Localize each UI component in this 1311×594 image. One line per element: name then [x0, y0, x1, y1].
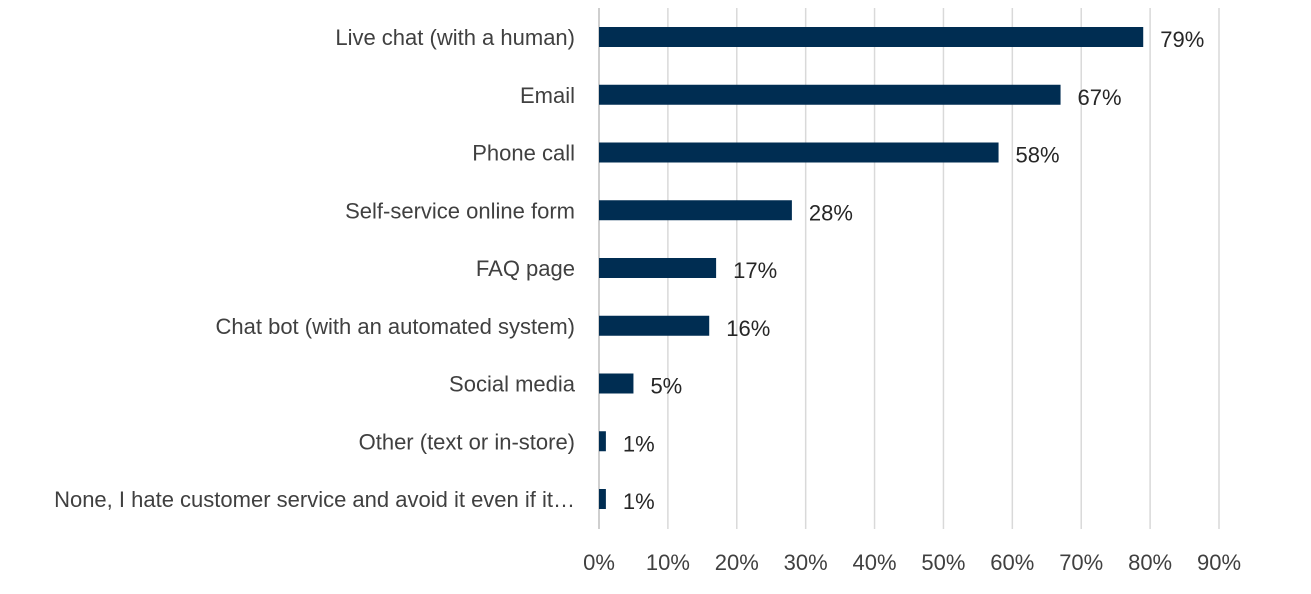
value-label: 67%: [1078, 85, 1122, 110]
value-label: 1%: [623, 431, 655, 456]
value-labels: 79% 67% 58% 28% 17% 16% 5% 1% 1%: [623, 27, 1204, 514]
category-labels: Live chat (with a human) Email Phone call S…: [54, 25, 576, 512]
bar: [599, 489, 606, 509]
bar: [599, 258, 717, 278]
value-label: 16%: [726, 316, 770, 341]
bar: [599, 84, 1061, 105]
category-label: Email: [520, 83, 575, 108]
x-tick-label: 50%: [921, 550, 965, 575]
bar: [599, 315, 710, 336]
bar: [599, 142, 999, 163]
x-tick-label: 10%: [646, 550, 690, 575]
value-label: 58%: [1016, 143, 1060, 168]
value-label: 5%: [650, 374, 682, 399]
bar: [599, 373, 634, 394]
category-label: None, I hate customer service and avoid …: [54, 487, 575, 512]
x-tick-label: 20%: [715, 550, 759, 575]
x-tick-label: 70%: [1059, 550, 1103, 575]
x-tick-label: 60%: [990, 550, 1034, 575]
value-label: 17%: [733, 258, 777, 283]
category-label: Phone call: [472, 141, 575, 166]
value-label: 1%: [623, 489, 655, 514]
category-label: Live chat (with a human): [335, 25, 575, 50]
value-label: 28%: [809, 200, 853, 225]
category-label: Self-service online form: [345, 198, 575, 223]
bar: [599, 431, 606, 452]
value-label: 79%: [1160, 27, 1204, 52]
x-tick-label: 90%: [1197, 550, 1241, 575]
x-tick-label: 80%: [1128, 550, 1172, 575]
category-label: FAQ page: [476, 256, 575, 281]
x-axis-tick-labels: 0% 10% 20% 30% 40% 50% 60% 70% 80% 90%: [583, 550, 1241, 575]
bar: [599, 27, 1144, 47]
category-label: Chat bot (with an automated system): [216, 314, 576, 339]
x-tick-label: 0%: [583, 550, 615, 575]
bars: [599, 27, 1144, 509]
x-tick-label: 40%: [853, 550, 897, 575]
bar: [599, 200, 792, 221]
category-label: Social media: [449, 372, 576, 397]
x-tick-label: 30%: [784, 550, 828, 575]
category-label: Other (text or in-store): [359, 429, 575, 454]
